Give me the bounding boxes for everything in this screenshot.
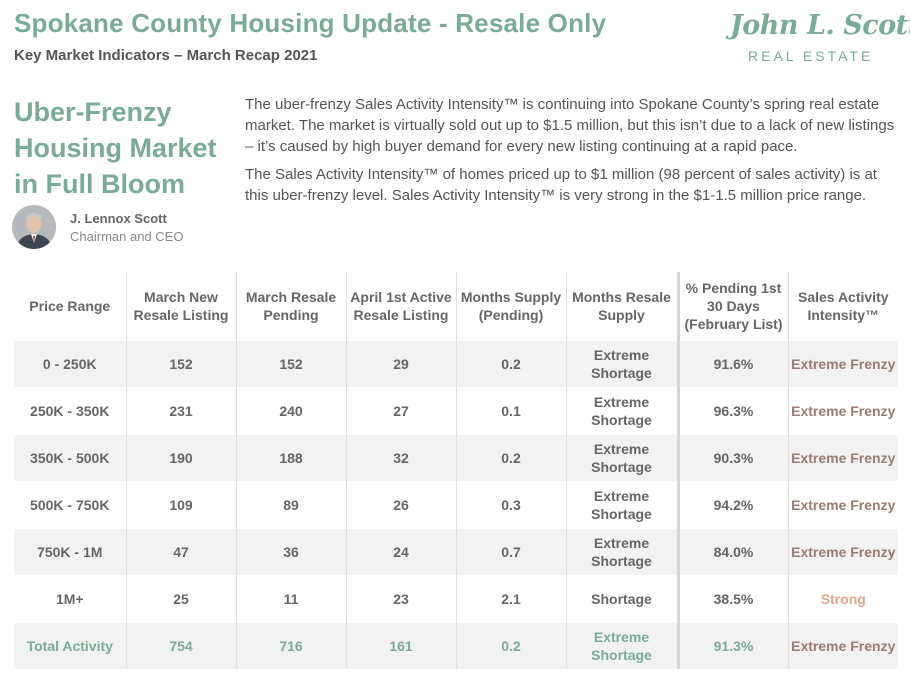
new-listing-cell: 190 (126, 434, 237, 482)
resale-supply-cell: Extreme Shortage (566, 434, 680, 482)
intro-paragraph: The uber-frenzy Sales Activity Intensity… (245, 96, 895, 155)
intro-text: The uber-frenzy Sales Activity Intensity… (245, 94, 895, 213)
price-range-cell: 0 - 250K (14, 340, 127, 388)
active-listing-cell: 23 (346, 575, 457, 623)
active-listing-cell: 24 (346, 528, 457, 576)
logo-sub-text: REAL ESTATE (748, 48, 874, 64)
pct-pending-cell: 90.3% (678, 434, 789, 482)
months-supply-cell: 0.2 (456, 340, 567, 388)
table-row: 350K - 500K 190 188 32 0.2 Extreme Short… (14, 434, 898, 482)
pending-cell: 716 (236, 622, 347, 669)
table-row: 1M+ 25 11 23 2.1 Shortage 38.5% Strong (14, 575, 898, 623)
resale-supply-cell: Extreme Shortage (566, 340, 680, 388)
months-supply-cell: 2.1 (456, 575, 567, 623)
pending-cell: 11 (236, 575, 347, 623)
new-listing-cell: 152 (126, 340, 237, 388)
pending-cell: 188 (236, 434, 347, 482)
market-indicators-table: Price Range March New Resale Listing Mar… (14, 272, 898, 669)
page-subtitle: Key Market Indicators – March Recap 2021 (14, 47, 318, 64)
active-listing-cell: 161 (346, 622, 457, 669)
active-listing-cell: 32 (346, 434, 457, 482)
intro-paragraph: The Sales Activity Intensity™ of homes p… (245, 166, 877, 204)
table-row: 500K - 750K 109 89 26 0.3 Extreme Shorta… (14, 481, 898, 529)
column-header-price-range: Price Range (14, 272, 127, 341)
pending-cell: 240 (236, 387, 347, 435)
months-supply-cell: 0.7 (456, 528, 567, 576)
author-title: Chairman and CEO (70, 229, 184, 244)
new-listing-cell: 754 (126, 622, 237, 669)
intensity-cell: Extreme Frenzy (788, 481, 898, 529)
logo-script-text: John L. Scott (730, 10, 910, 41)
intensity-cell: Extreme Frenzy (788, 434, 898, 482)
price-range-cell: Total Activity (14, 622, 127, 669)
intensity-cell: Extreme Frenzy (788, 387, 898, 435)
pct-pending-cell: 91.6% (678, 340, 789, 388)
resale-supply-cell: Extreme Shortage (566, 387, 680, 435)
resale-supply-cell: Shortage (566, 575, 680, 623)
new-listing-cell: 231 (126, 387, 237, 435)
column-header-resale-supply: Months Resale Supply (566, 272, 680, 341)
pct-pending-cell: 94.2% (678, 481, 789, 529)
intensity-cell: Extreme Frenzy (788, 528, 898, 576)
column-header-pending: March Resale Pending (236, 272, 347, 341)
months-supply-cell: 0.2 (456, 622, 567, 669)
price-range-cell: 250K - 350K (14, 387, 127, 435)
author-block: J. Lennox Scott Chairman and CEO (12, 205, 232, 251)
price-range-cell: 350K - 500K (14, 434, 127, 482)
pct-pending-cell: 84.0% (678, 528, 789, 576)
pending-cell: 152 (236, 340, 347, 388)
price-range-cell: 1M+ (14, 575, 127, 623)
table-total-row: Total Activity 754 716 161 0.2 Extreme S… (14, 622, 898, 669)
pct-pending-cell: 91.3% (678, 622, 789, 669)
active-listing-cell: 26 (346, 481, 457, 529)
price-range-cell: 500K - 750K (14, 481, 127, 529)
resale-supply-cell: Extreme Shortage (566, 528, 680, 576)
months-supply-cell: 0.2 (456, 434, 567, 482)
pct-pending-cell: 38.5% (678, 575, 789, 623)
months-supply-cell: 0.3 (456, 481, 567, 529)
price-range-cell: 750K - 1M (14, 528, 127, 576)
company-logo: John L. Scott REAL ESTATE (730, 10, 910, 68)
table-row: 0 - 250K 152 152 29 0.2 Extreme Shortage… (14, 340, 898, 388)
person-photo-icon (12, 205, 56, 249)
resale-supply-cell: Extreme Shortage (566, 481, 680, 529)
page-title: Spokane County Housing Update - Resale O… (14, 8, 607, 38)
resale-supply-cell: Extreme Shortage (566, 622, 680, 669)
pending-cell: 36 (236, 528, 347, 576)
column-header-months-supply: Months Supply (Pending) (456, 272, 567, 341)
table-row: 250K - 350K 231 240 27 0.1 Extreme Short… (14, 387, 898, 435)
headline: Uber-Frenzy Housing Market in Full Bloom (14, 97, 217, 199)
avatar (12, 205, 56, 249)
table-header-row: Price Range March New Resale Listing Mar… (14, 272, 898, 341)
intensity-cell: Strong (788, 575, 898, 623)
column-header-pct-pending: % Pending 1st 30 Days (February List) (678, 272, 789, 341)
column-header-intensity: Sales Activity Intensity™ (797, 289, 889, 323)
new-listing-cell: 47 (126, 528, 237, 576)
pending-cell: 89 (236, 481, 347, 529)
column-header-new-listing: March New Resale Listing (126, 272, 237, 341)
column-header-active-listing: April 1st Active Resale Listing (346, 272, 457, 341)
intensity-cell: Extreme Frenzy (788, 622, 898, 669)
intensity-cell: Extreme Frenzy (788, 340, 898, 388)
table-row: 750K - 1M 47 36 24 0.7 Extreme Shortage … (14, 528, 898, 576)
new-listing-cell: 25 (126, 575, 237, 623)
new-listing-cell: 109 (126, 481, 237, 529)
author-name: J. Lennox Scott (70, 211, 167, 226)
months-supply-cell: 0.1 (456, 387, 567, 435)
pct-pending-cell: 96.3% (678, 387, 789, 435)
active-listing-cell: 29 (346, 340, 457, 388)
active-listing-cell: 27 (346, 387, 457, 435)
